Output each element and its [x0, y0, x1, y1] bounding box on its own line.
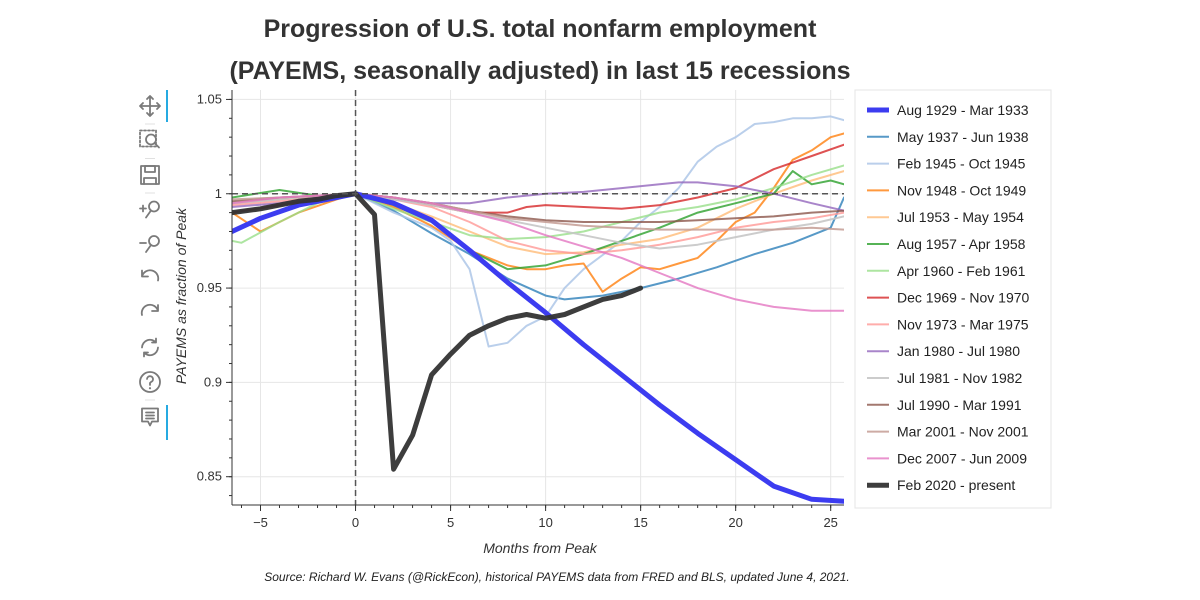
save-icon	[140, 165, 160, 185]
reset-tool[interactable]	[137, 335, 163, 361]
zoom-in-icon	[139, 200, 160, 219]
legend-label: Jan 1980 - Jul 1980	[897, 343, 1020, 359]
series-line-6	[232, 164, 844, 244]
hover-icon	[141, 407, 159, 427]
legend-item[interactable]: Mar 2001 - Nov 2001	[867, 424, 1029, 440]
legend-box	[854, 89, 1052, 509]
legend-item[interactable]: Jan 1980 - Jul 1980	[867, 343, 1020, 359]
save-tool[interactable]	[137, 162, 163, 194]
legend-label: Jul 1981 - Nov 1982	[897, 370, 1023, 386]
legend-item[interactable]: Nov 1948 - Oct 1949	[867, 182, 1026, 198]
redo-tool[interactable]	[137, 300, 163, 326]
x-tick-label: 25	[823, 515, 837, 530]
help-icon	[139, 371, 161, 393]
y-tick-label: 0.85	[197, 469, 222, 484]
legend-item[interactable]: Aug 1929 - Mar 1933	[867, 102, 1029, 118]
zoom-out-tool[interactable]	[137, 231, 163, 257]
legend-item[interactable]: Aug 1957 - Apr 1958	[867, 236, 1026, 252]
zoom-out-icon	[139, 235, 160, 253]
legend-label: Jul 1990 - Mar 1991	[897, 397, 1022, 413]
x-tick-label: 0	[352, 515, 359, 530]
legend-label: Aug 1957 - Apr 1958	[897, 236, 1026, 252]
help-tool[interactable]	[137, 369, 163, 401]
legend-label: Jul 1953 - May 1954	[897, 209, 1024, 225]
pan-tool[interactable]	[137, 93, 163, 125]
x-tick-label: 10	[538, 515, 552, 530]
x-tick-label: −5	[253, 515, 268, 530]
legend-label: Feb 2020 - present	[897, 477, 1015, 493]
legend-label: Aug 1929 - Mar 1933	[897, 102, 1029, 118]
chart-title-line-2: (PAYEMS, seasonally adjusted) in last 15…	[229, 57, 850, 85]
x-axis-label: Months from Peak	[483, 540, 598, 556]
legend-label: Apr 1960 - Feb 1961	[897, 263, 1026, 279]
legend-item[interactable]: Jul 1953 - May 1954	[867, 209, 1024, 225]
source-note: Source: Richard W. Evans (@RickEcon), hi…	[264, 570, 850, 584]
legend-label: May 1937 - Jun 1938	[897, 129, 1029, 145]
legend-label: Nov 1973 - Mar 1975	[897, 316, 1029, 332]
undo-tool[interactable]	[137, 266, 163, 292]
x-tick-label: 5	[447, 515, 454, 530]
y-tick-label: 1.05	[197, 91, 222, 106]
legend-item[interactable]: Nov 1973 - Mar 1975	[867, 316, 1029, 332]
legend-label: Dec 1969 - Nov 1970	[897, 290, 1030, 306]
reset-icon	[141, 337, 159, 358]
redo-icon	[140, 303, 159, 316]
box-zoom-tool[interactable]	[137, 128, 163, 159]
box-zoom-icon	[139, 129, 160, 149]
plot-background	[232, 90, 844, 505]
legend-label: Dec 2007 - Jun 2009	[897, 450, 1027, 466]
legend-item[interactable]: May 1937 - Jun 1938	[867, 129, 1029, 145]
hover-tool[interactable]	[137, 404, 163, 430]
legend-item[interactable]: Jul 1981 - Nov 1982	[867, 370, 1023, 386]
legend-label: Mar 2001 - Nov 2001	[897, 424, 1029, 440]
plot-area[interactable]: −5 0 5 10 15 20 25 0.85 0.9 0.95 1 1.05	[197, 90, 844, 530]
legend-item[interactable]: Dec 1969 - Nov 1970	[867, 290, 1030, 306]
series-line-14	[232, 191, 644, 472]
chart-title-line-1: Progression of U.S. total nonfarm employ…	[264, 15, 818, 43]
legend-item[interactable]: Dec 2007 - Jun 2009	[867, 450, 1027, 466]
y-tick-label: 1	[215, 186, 222, 201]
y-tick-label: 0.9	[204, 374, 222, 389]
legend: Aug 1929 - Mar 1933 May 1937 - Jun 1938 Fe…	[854, 89, 1052, 509]
y-tick-label: 0.95	[197, 280, 222, 295]
legend-item[interactable]: Feb 1945 - Oct 1945	[867, 156, 1026, 172]
legend-label: Nov 1948 - Oct 1949	[897, 182, 1026, 198]
toolbar	[137, 90, 168, 440]
legend-label: Feb 1945 - Oct 1945	[897, 156, 1026, 172]
pan-icon	[139, 95, 161, 117]
x-tick-label: 20	[728, 515, 742, 530]
legend-item[interactable]: Jul 1990 - Mar 1991	[867, 397, 1022, 413]
legend-item[interactable]: Feb 2020 - present	[867, 477, 1015, 493]
undo-icon	[141, 269, 160, 282]
x-tick-label: 15	[633, 515, 647, 530]
y-axis-label: PAYEMS as fraction of Peak	[173, 207, 189, 384]
legend-item[interactable]: Apr 1960 - Feb 1961	[867, 263, 1026, 279]
series-line-2	[232, 115, 844, 348]
zoom-in-tool[interactable]	[137, 197, 163, 223]
tool-hitbox[interactable]	[137, 335, 163, 361]
